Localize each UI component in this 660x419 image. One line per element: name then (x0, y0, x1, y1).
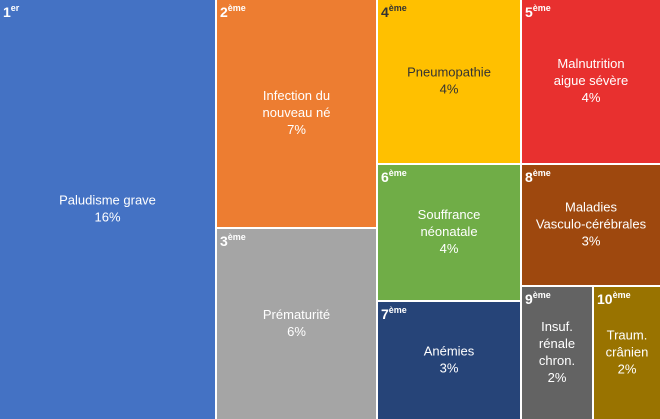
rank-label: 10ème (597, 290, 631, 307)
rank-number: 6 (381, 169, 389, 185)
rank-label: 6ème (381, 168, 407, 185)
rank-label: 5ème (525, 3, 551, 20)
tile-label: néonatale (420, 224, 477, 239)
tile-label: Malnutrition (557, 56, 624, 71)
tile-label: Paludisme grave (59, 192, 156, 207)
value-label: 3% (582, 233, 601, 248)
rank-suffix: ème (228, 232, 246, 242)
rank-label: 7ème (381, 305, 407, 322)
rank-suffix: ème (389, 305, 407, 315)
rank-number: 10 (597, 291, 613, 307)
rank-suffix: ème (389, 3, 407, 13)
tile (522, 287, 592, 419)
rank-label: 8ème (525, 168, 551, 185)
tile (522, 0, 660, 163)
tile (217, 229, 376, 419)
rank-label: 4ème (381, 3, 407, 20)
value-label: 6% (287, 324, 306, 339)
tile-label: Prématurité (263, 307, 330, 322)
rank-suffix: ème (533, 168, 551, 178)
tile-label: chron. (539, 353, 575, 368)
tile (594, 287, 660, 419)
tile (522, 165, 660, 285)
tile-label: Insuf. (541, 319, 573, 334)
rank-number: 9 (525, 291, 533, 307)
rank-number: 1 (3, 4, 11, 20)
tile-label: Maladies (565, 199, 618, 214)
rank-number: 8 (525, 169, 533, 185)
value-label: 16% (94, 209, 120, 224)
tile-label: rénale (539, 336, 575, 351)
rank-number: 5 (525, 4, 533, 20)
rank-number: 4 (381, 4, 389, 20)
tile-label: nouveau né (263, 105, 331, 120)
tile-label: crânien (606, 344, 649, 359)
rank-suffix: er (11, 3, 20, 13)
tile-label: Anémies (424, 343, 475, 358)
tile (378, 0, 520, 163)
value-label: 2% (618, 361, 637, 376)
tile-label: Infection du (263, 88, 330, 103)
tile-label: aigue sévère (554, 73, 628, 88)
tile (378, 302, 520, 419)
value-label: 4% (440, 81, 459, 96)
rank-label: 1er (3, 3, 20, 20)
tile (378, 165, 520, 300)
tile (0, 0, 215, 419)
tile-label: Pneumopathie (407, 64, 491, 79)
tile-label: Traum. (607, 327, 648, 342)
value-label: 4% (440, 241, 459, 256)
rank-suffix: ème (533, 3, 551, 13)
tile (217, 0, 376, 227)
tile-label: Vasculo-cérébrales (536, 216, 647, 231)
rank-label: 3ème (220, 232, 246, 249)
rank-number: 3 (220, 233, 228, 249)
tile-label: Souffrance (418, 207, 481, 222)
value-label: 7% (287, 122, 306, 137)
rank-label: 2ème (220, 3, 246, 20)
rank-suffix: ème (389, 168, 407, 178)
rank-suffix: ème (613, 290, 631, 300)
rank-number: 2 (220, 4, 228, 20)
rank-suffix: ème (533, 290, 551, 300)
value-label: 4% (582, 90, 601, 105)
rank-label: 9ème (525, 290, 551, 307)
rank-suffix: ème (228, 3, 246, 13)
rank-number: 7 (381, 306, 389, 322)
value-label: 2% (548, 370, 567, 385)
value-label: 3% (440, 360, 459, 375)
